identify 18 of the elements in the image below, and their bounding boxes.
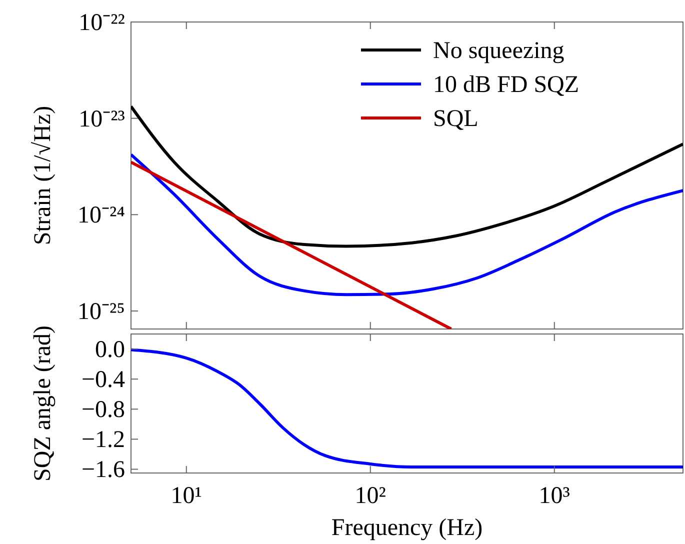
y-axis-title: Strain (1/√Hz) [30,106,56,246]
y-tick-label: −0.8 [81,397,125,424]
y-tick-label: 10⁻²² [78,10,125,36]
y-tick-label: 10⁻²⁵ [77,298,125,325]
x-axis-title: Frequency (Hz) [331,515,483,541]
legend-label: 10 dB FD SQZ [433,72,580,98]
y-axis-title: SQZ angle (rad) [30,326,56,482]
y-tick-label: 10⁻²³ [78,106,125,132]
y-tick-label: 10⁻²⁴ [77,202,125,229]
y-tick-label: 0.0 [95,337,125,364]
y-tick-label: −1.2 [81,427,125,454]
x-tick-label: 10¹ [170,483,202,509]
y-tick-label: −0.4 [81,367,125,394]
x-tick-label: 10³ [538,483,570,509]
x-tick-label: 10² [354,483,386,509]
legend-label: No squeezing [433,38,564,64]
y-tick-label: −1.6 [81,457,125,484]
legend-label: SQL [433,106,478,132]
